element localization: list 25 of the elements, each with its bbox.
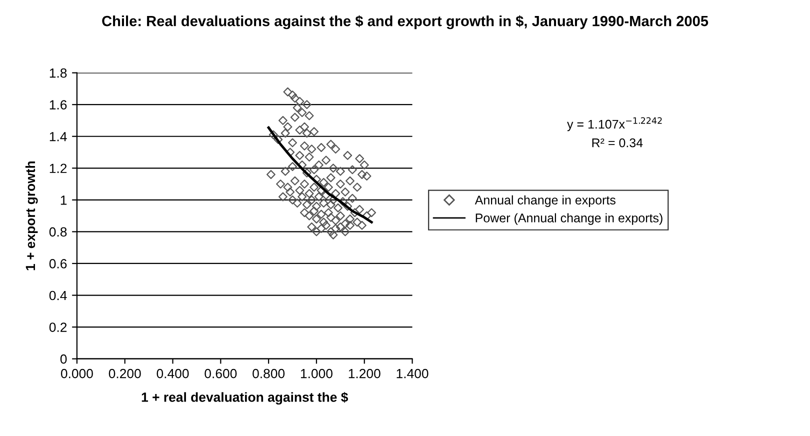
x-tick-label: 1.000 <box>300 368 332 378</box>
text: y = 1.107x$^{−1.2242}$ <box>567 117 662 132</box>
x-tick-label: 0.000 <box>60 368 93 378</box>
y-tick-label: 1.6 <box>50 100 67 110</box>
y-tick-label: 1.2 <box>50 164 67 173</box>
x-tick-label: 0.800 <box>252 368 285 378</box>
text: R² = 0.34 <box>592 138 643 148</box>
y-tick-label: 1 <box>60 196 67 205</box>
y-axis-title: 1 + export growth <box>25 161 38 270</box>
legend-label: Annual change in exports <box>474 195 616 207</box>
x-tick-label: 1.400 <box>396 368 428 378</box>
y-tick-label: 0.4 <box>49 290 67 300</box>
y-tick-label: 0.2 <box>49 322 67 332</box>
legend-label: Power (Annual change in exports) <box>476 213 662 225</box>
y-tick-label: 0.8 <box>49 227 67 237</box>
x-tick-label: 0.600 <box>204 368 237 378</box>
y-tick-label: 1.8 <box>50 68 67 78</box>
x-axis-title: 1 + real devaluation against the $ <box>142 392 348 405</box>
y-tick-label: 0 <box>60 354 67 364</box>
x-tick-label: 1.200 <box>348 368 380 378</box>
x-tick-label: 0.200 <box>108 368 141 378</box>
y-tick-label: 0.6 <box>49 259 67 268</box>
y-tick-label: 1.4 <box>50 132 67 142</box>
chart-title: Chile: Real devaluations against the $ and export growth in $, January 1990-March 2005 <box>102 15 708 30</box>
x-tick-label: 0.400 <box>156 368 189 378</box>
